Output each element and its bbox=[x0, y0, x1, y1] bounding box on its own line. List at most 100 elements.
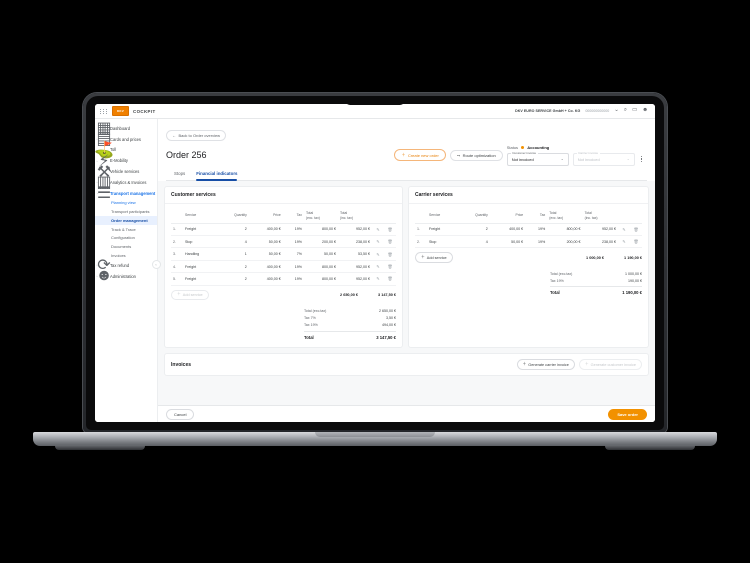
sidebar-item-transport-participants[interactable]: Transport participants bbox=[111, 209, 150, 215]
sidebar-item-label: Administration bbox=[110, 273, 136, 279]
edit-pencil-icon[interactable]: ✎ bbox=[372, 223, 384, 237]
sidebar-item-label: Tax refund bbox=[110, 262, 130, 268]
sidebar-item-label: Transport management bbox=[110, 190, 156, 196]
table-row[interactable]: 5. Freight 2 400,00 € 19% 800,00 € 952,0… bbox=[171, 272, 396, 286]
col-total-exc: Total (exc. tax) bbox=[303, 208, 338, 224]
trash-icon[interactable]: 🗑 bbox=[384, 247, 396, 261]
customer-totals: Total (exc.tax) 2 650,00 € Tax 7% 3,50 €… bbox=[304, 307, 396, 341]
row-price: 400,00 € bbox=[248, 272, 283, 286]
trash-icon[interactable]: 🗑 bbox=[384, 260, 396, 274]
row-index: 3. bbox=[171, 247, 183, 261]
footer-bar: Cancel Save order bbox=[158, 405, 655, 422]
route-optimization-label: Route optimization bbox=[462, 152, 496, 158]
grand-total-label: Total bbox=[550, 290, 560, 296]
apps-grid-icon[interactable] bbox=[100, 108, 108, 114]
col-total-exc: Total (exc. tax) bbox=[547, 208, 583, 224]
generate-carrier-label: Generate carrier invoice bbox=[528, 362, 569, 367]
account-icon[interactable]: ☻ bbox=[642, 107, 648, 114]
grand-total-label: Total bbox=[304, 334, 314, 340]
trash-icon[interactable]: 🗑 bbox=[630, 223, 642, 237]
row-tax: 19% bbox=[282, 223, 304, 237]
row-price: 400,00 € bbox=[248, 260, 283, 274]
trash-icon[interactable]: 🗑 bbox=[630, 235, 642, 249]
sidebar-item-transport-management[interactable]: ⌄ ☰ Transport management bbox=[95, 185, 157, 202]
sidebar-item-analytics-and-invoices[interactable]: › ▥ Analytics & Invoices bbox=[95, 174, 157, 191]
more-vertical-icon[interactable] bbox=[639, 156, 644, 162]
table-header-row: Service Quantity Price Tax Total (exc. t… bbox=[415, 208, 642, 224]
status-dot-icon bbox=[521, 145, 525, 150]
create-order-label: Create new order bbox=[407, 152, 439, 158]
table-row[interactable]: 2. Stop 4 50,00 € 19% 200,00 € 238,00 € … bbox=[415, 235, 642, 249]
carrier-subtotals: 1 000,00 € 1 190,00 € bbox=[580, 256, 642, 260]
edit-pencil-icon[interactable]: ✎ bbox=[372, 272, 384, 286]
laptop-base bbox=[33, 432, 717, 446]
sidebar-item-order-management[interactable]: Order management bbox=[95, 216, 157, 225]
customer-invoice-select[interactable]: Customer invoice Not invoiced ⌄ bbox=[506, 150, 569, 166]
edit-pencil-icon[interactable]: ✎ bbox=[372, 247, 384, 261]
sidebar-item-documents[interactable]: Documents bbox=[111, 244, 132, 250]
table-row[interactable]: 3. Handling 1 50,00 € 7% 50,00 € 53,50 €… bbox=[171, 247, 396, 261]
sidebar-item-cards-and-prices[interactable]: › ▤ Cards and prices bbox=[95, 131, 157, 148]
sidebar-item-label: Toll bbox=[110, 147, 117, 153]
carrier-services-table: Service Quantity Price Tax Total (exc. t… bbox=[415, 208, 642, 249]
table-row[interactable]: 4. Freight 2 400,00 € 19% 800,00 € 952,0… bbox=[171, 260, 396, 274]
search-icon[interactable]: ⌕ bbox=[623, 107, 627, 114]
trash-icon[interactable]: 🗑 bbox=[384, 272, 396, 286]
edit-pencil-icon[interactable]: ✎ bbox=[372, 235, 384, 249]
col-total-inc-line1: Total bbox=[584, 211, 592, 215]
trash-icon[interactable]: 🗑 bbox=[384, 223, 396, 237]
create-new-order-button[interactable]: ＋ Create new order bbox=[394, 149, 446, 162]
col-total-exc-line1: Total bbox=[305, 211, 314, 215]
add-service-button[interactable]: ＋ Add service bbox=[171, 289, 209, 301]
page-header: ← Back to Order overview Order 256 ＋ Cre… bbox=[158, 119, 655, 181]
main-area: ← Back to Order overview Order 256 ＋ Cre… bbox=[158, 119, 655, 422]
tab-bar: Stops Financial indicators bbox=[166, 170, 647, 181]
col-index bbox=[171, 208, 183, 224]
chevron-down-icon[interactable]: ⌄ bbox=[614, 107, 619, 114]
status-panel: Status Accounting Customer invoice Not i… bbox=[506, 145, 644, 166]
table-row[interactable]: 2. Stop 4 50,00 € 19% 200,00 € 238,00 € … bbox=[171, 235, 396, 249]
feedback-icon[interactable]: ▭ bbox=[632, 107, 638, 114]
cancel-button[interactable]: Cancel bbox=[166, 408, 195, 421]
table-row[interactable]: 1. Freight 2 400,00 € 19% 800,00 € 952,0… bbox=[171, 223, 396, 237]
chevron-right-icon: › bbox=[96, 137, 98, 142]
tab-financial-indicators[interactable]: Financial indicators bbox=[196, 171, 238, 181]
add-service-button[interactable]: ＋ Add service bbox=[415, 252, 453, 264]
laptop-foot-left bbox=[55, 445, 145, 450]
dkv-logo[interactable]: DKV bbox=[112, 106, 129, 116]
tab-stops[interactable]: Stops bbox=[174, 170, 186, 176]
col-quantity: Quantity bbox=[217, 208, 249, 224]
sidebar-item-e-mobility[interactable]: › ⚡ E-Mobility bbox=[95, 153, 157, 170]
table-row[interactable]: 1. Freight 2 400,00 € 19% 800,00 € 952,0… bbox=[415, 223, 642, 237]
row-total-inc: 952,00 € bbox=[337, 272, 372, 286]
row-index: 4. bbox=[171, 260, 183, 274]
edit-pencil-icon[interactable]: ✎ bbox=[372, 260, 384, 274]
edit-pencil-icon[interactable]: ✎ bbox=[618, 235, 630, 249]
total-row: Tax 7% 3,50 € bbox=[304, 314, 396, 321]
sidebar-item-dashboard[interactable]: ▦ Dashboard bbox=[95, 120, 157, 137]
route-optimization-button[interactable]: ⤳ Route optimization bbox=[449, 149, 503, 161]
sidebar-item-vehicle-services[interactable]: ⚒ Vehicle services bbox=[95, 164, 157, 181]
sidebar-item-administration[interactable]: › ☻ Administration bbox=[95, 267, 157, 284]
customer-subtotals: 2 650,00 € 3 147,50 € bbox=[334, 293, 396, 297]
sidebar-item-track-and-trace[interactable]: Track & Trace bbox=[111, 226, 136, 232]
row-index: 1. bbox=[415, 223, 427, 237]
sidebar-item-tax-refund[interactable]: › ⟳ Tax refund bbox=[95, 257, 157, 274]
trash-icon[interactable]: 🗑 bbox=[384, 235, 396, 249]
total-value: 2 650,00 € bbox=[379, 308, 396, 313]
row-tax: 19% bbox=[525, 235, 548, 249]
row-service: Handling bbox=[183, 247, 218, 261]
sidebar-collapse-toggle[interactable]: ‹ bbox=[151, 260, 161, 269]
generate-carrier-invoice-button[interactable]: ＋ Generate carrier invoice bbox=[516, 359, 575, 370]
sidebar-item-invoices[interactable]: Invoices bbox=[111, 253, 126, 259]
save-order-button[interactable]: Save order bbox=[608, 409, 647, 420]
chevron-down-icon: ⌄ bbox=[560, 157, 564, 161]
back-to-order-overview-button[interactable]: ← Back to Order overview bbox=[166, 130, 227, 141]
services-cards: Customer services Service Quantity Pric bbox=[164, 185, 649, 349]
sidebar-item-toll[interactable]: › ⛳ Toll bbox=[95, 142, 157, 159]
edit-pencil-icon[interactable]: ✎ bbox=[618, 223, 630, 237]
sidebar-item-configuration[interactable]: Configuration bbox=[111, 235, 135, 241]
col-delete bbox=[384, 208, 396, 224]
sidebar-item-planning-view[interactable]: Planning view bbox=[111, 200, 136, 206]
row-price: 400,00 € bbox=[489, 223, 526, 237]
